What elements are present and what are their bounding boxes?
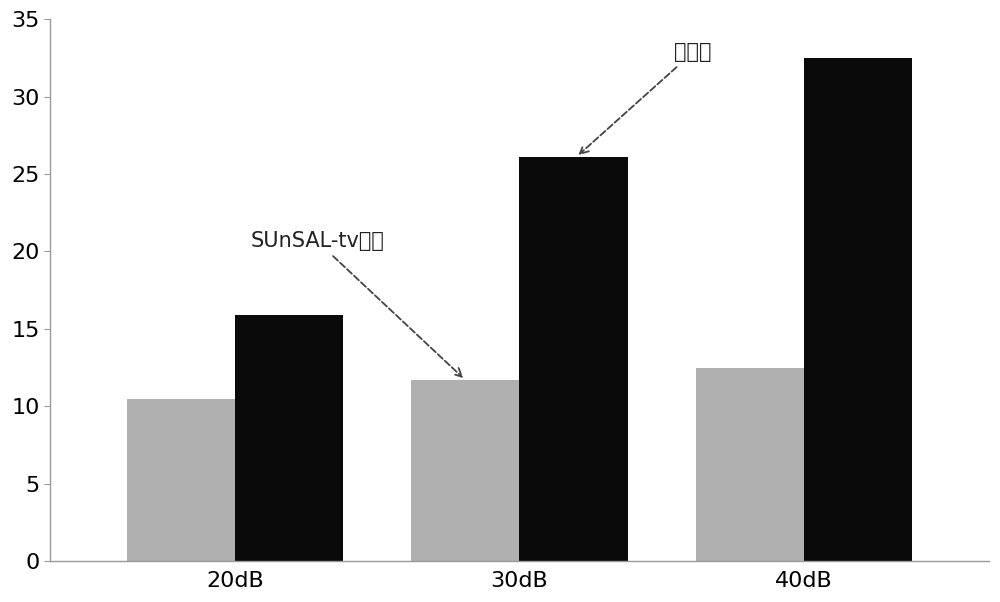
Bar xyxy=(235,315,343,561)
Text: 本发明: 本发明 xyxy=(580,43,712,154)
Bar xyxy=(519,157,628,561)
Text: SUnSAL-tv技术: SUnSAL-tv技术 xyxy=(250,231,462,377)
Bar xyxy=(804,58,912,561)
Bar xyxy=(411,380,519,561)
Bar xyxy=(127,399,235,561)
Bar xyxy=(696,368,804,561)
